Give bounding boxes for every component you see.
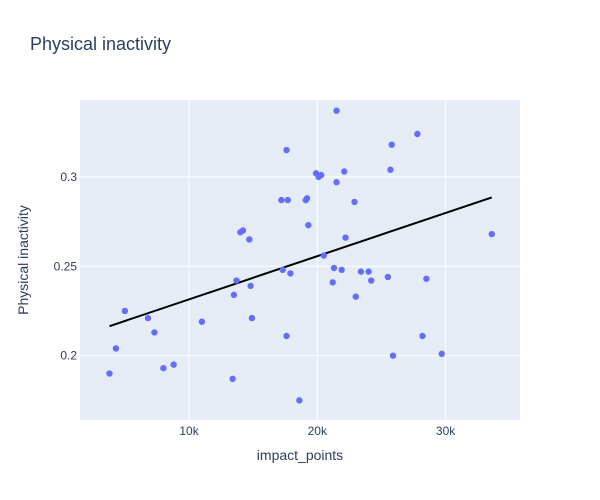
- data-point: [144, 314, 152, 322]
- data-point: [247, 282, 254, 290]
- data-point: [352, 293, 360, 300]
- y-tick-label: 0.3: [60, 170, 77, 184]
- x-tick-label: 20k: [308, 424, 328, 438]
- data-point: [283, 146, 290, 154]
- data-point: [365, 268, 372, 275]
- data-point: [330, 264, 338, 272]
- data-point: [419, 332, 426, 340]
- data-point: [303, 195, 311, 202]
- data-point: [248, 314, 256, 322]
- data-point: [287, 270, 294, 277]
- x-tick-label: 30k: [436, 424, 456, 438]
- data-point: [338, 266, 345, 274]
- data-point: [296, 397, 303, 404]
- data-point: [333, 179, 340, 186]
- data-point: [317, 171, 325, 179]
- data-point: [351, 198, 358, 206]
- points-layer: [106, 107, 495, 404]
- data-point: [320, 252, 327, 259]
- data-point: [305, 221, 312, 229]
- data-point: [112, 345, 120, 352]
- data-point: [239, 227, 247, 234]
- chart-title: Physical inactivity: [30, 34, 171, 54]
- trendline-layer: [109, 196, 493, 328]
- data-point: [367, 277, 375, 284]
- y-tick-label: 0.25: [54, 259, 78, 273]
- data-point: [229, 375, 236, 383]
- data-point: [387, 166, 394, 173]
- data-point: [414, 130, 421, 138]
- gridlines: [80, 100, 520, 420]
- data-point: [160, 364, 167, 372]
- data-point: [333, 107, 340, 114]
- data-point: [357, 268, 365, 275]
- data-point: [384, 273, 392, 281]
- data-point: [198, 318, 206, 325]
- data-point: [423, 275, 430, 282]
- data-point: [438, 350, 445, 358]
- data-point: [121, 307, 129, 315]
- y-axis-title: Physical inactivity: [15, 205, 31, 315]
- data-point: [488, 230, 495, 238]
- data-point: [246, 236, 253, 243]
- data-point: [342, 234, 349, 241]
- x-axis-title: impact_points: [257, 447, 343, 463]
- data-point: [329, 279, 336, 286]
- tick-labels: 10k 20k 30k 0.2 0.25 0.3: [54, 170, 457, 438]
- data-point: [341, 168, 348, 175]
- y-tick-label: 0.2: [60, 349, 77, 363]
- data-point: [230, 291, 238, 299]
- data-point: [279, 266, 286, 274]
- data-point: [389, 352, 397, 359]
- trendline: [109, 196, 493, 328]
- data-point: [233, 277, 240, 284]
- data-point: [106, 370, 113, 377]
- x-tick-label: 10k: [179, 424, 199, 438]
- data-point: [170, 361, 177, 368]
- data-point: [388, 141, 395, 148]
- data-point: [278, 196, 285, 204]
- plot-area: [80, 100, 520, 420]
- data-point: [284, 196, 292, 204]
- data-point: [283, 332, 290, 340]
- data-point: [151, 329, 158, 336]
